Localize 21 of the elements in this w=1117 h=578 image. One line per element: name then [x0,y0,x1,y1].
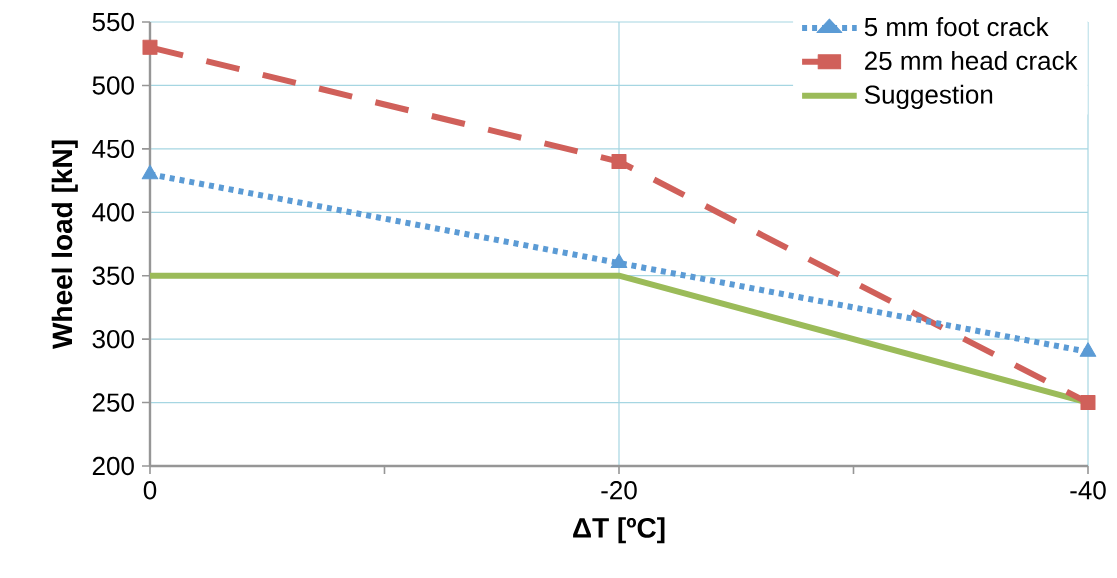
point [610,253,628,269]
y-tick-label: 400 [92,203,134,222]
y-tick-label: 350 [92,266,134,285]
x-tick-label: -40 [1070,481,1106,500]
point [142,39,158,55]
x-tick-label: -20 [601,481,637,500]
legend-label: 5 mm foot crack [864,17,1049,37]
y-axis-title: Wheel load [kN] [51,140,78,349]
point [1079,342,1097,357]
x-tick-label: 0 [143,481,157,500]
y-tick-label: 550 [92,12,134,32]
y-tick-label: 500 [92,76,134,95]
point [611,154,627,170]
legend-label: 25 mm head crack [865,50,1078,71]
y-tick-label: 300 [92,329,134,349]
x-axis-title: ΔT [ºC] [573,517,665,544]
legend-label: Suggestion [864,84,993,109]
point [141,164,159,180]
y-tick-label: 450 [92,139,134,159]
y-tick-label: 200 [92,456,134,476]
y-tick-label: 250 [92,393,134,412]
